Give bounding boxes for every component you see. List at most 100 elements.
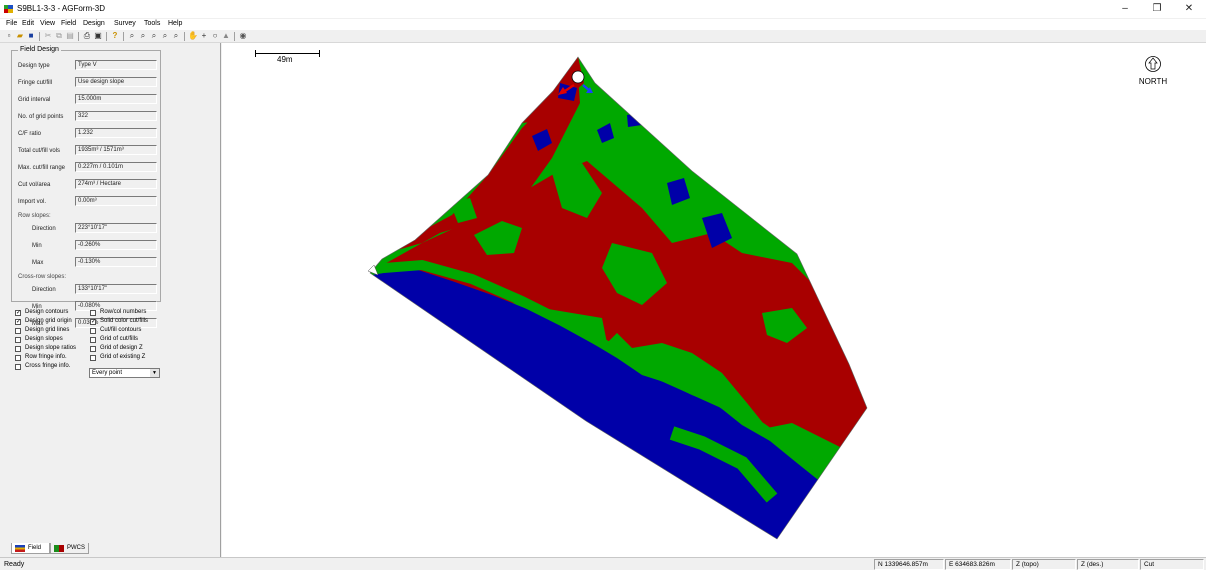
window-title: S9BL1-3-3 - AGForm-3D [17,4,106,13]
zoom-icon[interactable]: ⌕ [129,31,135,40]
checkbox-icon[interactable]: ✓ [15,319,22,325]
checkbox-icon[interactable] [90,337,96,343]
help-icon[interactable]: ◉ [239,31,247,40]
field-outline [369,56,868,540]
status-text: Ready [4,561,25,568]
north-label: NORTH [1138,77,1168,86]
toolbar-separator [39,32,40,41]
zoom-out-icon[interactable]: ⌕ [151,31,157,40]
menu-tools[interactable]: Tools [144,20,161,27]
paste-icon[interactable]: ▤ [66,31,74,40]
cut-vol-area-value: 274m³ / Hectare [75,179,157,189]
print-preview-icon[interactable]: ▣ [94,31,102,40]
scale-line [255,53,319,54]
menu-field[interactable]: Field [61,20,77,27]
grid-origin-marker[interactable] [571,70,585,84]
ongrade-strip [371,259,866,517]
row-max-label: Max [32,260,44,266]
cross-max-value: 0.030% [75,318,157,328]
total-vols-label: Total cut/fill vols [18,148,61,154]
menu-edit[interactable]: Edit [22,20,35,27]
fringe-cut-fill-label: Fringe cut/fill [18,80,53,86]
max-range-label: Max. cut/fill range [18,165,66,171]
row-max-value: -0.130% [75,257,157,267]
app-icon [4,5,13,13]
fill-area [667,178,690,205]
maximize-button[interactable]: ❐ [1152,3,1162,14]
open-icon[interactable]: ▰ [16,31,24,40]
row-direction-value: 223°10'17" [75,223,157,233]
toolbar-separator [106,32,107,41]
menu-file[interactable]: File [6,20,18,27]
fill-area [532,129,552,151]
cut-icon[interactable]: ✂ [44,31,52,40]
zoom-extents-icon[interactable]: ⌕ [173,31,179,40]
field-vertex-marker [367,264,379,276]
save-icon[interactable]: ■ [28,31,34,40]
cross-direction-label: Direction [32,287,56,293]
checkbox-icon[interactable] [15,328,21,334]
checkbox-icon[interactable] [90,310,96,316]
checkbox-icon[interactable] [15,346,21,352]
checkbox-icon[interactable] [90,328,96,334]
row-slopes-title: Row slopes: [18,213,51,219]
new-icon[interactable]: ▫ [7,31,11,40]
help-pointer-icon[interactable]: ? [112,31,118,40]
map-view[interactable]: 49m NORTH [222,43,1206,557]
import-vol-value: 0.00m³ [75,196,157,206]
toolbar: ▫ ▰ ■ ✂ ⧉ ▤ ⎙ ▣ ? ⌕ ⌕ ⌕ ⌕ ⌕ ✋ + ○ ▲ ◉ [0,30,1206,43]
tab-pwcs[interactable]: PWCS [50,543,89,554]
grid-point-select-value: Every point [92,370,123,376]
design-type-value: Type V [75,60,157,70]
max-range-value: 0.227m / 0.101m [75,162,157,172]
grid-interval-label: Grid interval [18,97,51,103]
cf-ratio-value: 1.232 [75,128,157,138]
cross-max-label: Max [32,321,44,327]
row-min-value: -0.260% [75,240,157,250]
checkbox-icon[interactable] [15,337,21,343]
grid-point-select[interactable]: Every point ▼ [89,368,160,378]
zoom-window-icon[interactable]: ⌕ [162,31,168,40]
copy-icon[interactable]: ⧉ [56,31,62,40]
checkbox-icon[interactable]: ✓ [90,319,97,325]
ongrade-patch [762,308,807,343]
mode-readout: Cut [1140,559,1204,570]
fringe-cut-fill-value: Use design slope [75,77,157,87]
menu-view[interactable]: View [40,20,56,27]
chevron-down-icon[interactable]: ▼ [150,369,159,377]
close-button[interactable]: ✕ [1184,3,1194,14]
scale-bar: 49m [255,46,325,64]
toolbar-separator [123,32,124,41]
crosshair-icon[interactable]: + [201,31,207,40]
north-arrow-icon [1145,56,1161,72]
checkbox-icon[interactable] [15,364,21,370]
field-map[interactable] [222,43,1206,557]
total-vols-value: 1935m³ / 1571m³ [75,145,157,155]
left-panel: Field Design Design type Type V Fringe c… [0,43,221,557]
import-vol-label: Import vol. [18,199,47,205]
scale-tick [319,50,320,57]
zoom-in-icon[interactable]: ⌕ [140,31,146,40]
ongrade-patch [450,198,477,223]
cf-ratio-label: C/F ratio [18,131,42,137]
tab-field[interactable]: Field [11,543,50,554]
title-bar: S9BL1-3-3 - AGForm-3D – ❐ ✕ [0,0,1206,18]
ongrade-patch [552,163,602,218]
checkbox-icon[interactable] [90,346,96,352]
checkbox-icon[interactable]: ✓ [15,310,22,316]
menu-help[interactable]: Help [168,20,183,27]
tractor-icon[interactable]: ▲ [222,31,230,40]
rotate-icon[interactable]: ○ [212,31,218,40]
row-direction-label: Direction [32,226,56,232]
scale-label: 49m [277,55,293,64]
easting-readout: E 634683.826m [945,559,1011,570]
fill-area [702,213,732,248]
pan-icon[interactable]: ✋ [188,31,198,40]
minimize-button[interactable]: – [1122,3,1128,14]
menu-design[interactable]: Design [83,20,105,27]
scale-tick [255,50,256,57]
checkbox-icon[interactable] [90,355,96,361]
menu-survey[interactable]: Survey [114,20,136,27]
print-icon[interactable]: ⎙ [83,31,91,40]
checkbox-icon[interactable] [15,355,21,361]
